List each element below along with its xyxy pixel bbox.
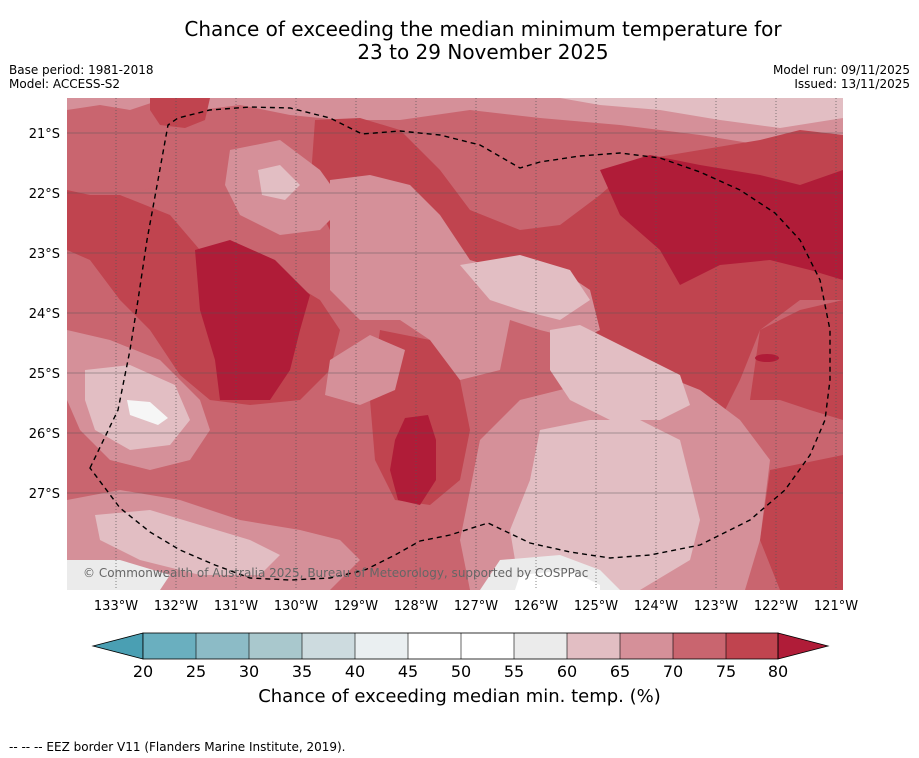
field-west-60 (127, 400, 168, 425)
colorbar-tick: 45 (398, 662, 418, 681)
colorbar-tick: 55 (504, 662, 524, 681)
colorbar-tick: 65 (610, 662, 630, 681)
colorbar-bin (726, 633, 778, 659)
lon-label: 121°W (814, 599, 858, 614)
lon-label: 122°W (754, 599, 798, 614)
lon-label: 124°W (634, 599, 678, 614)
field-top-70 (67, 98, 843, 148)
title-line-1: Chance of exceeding the median minimum t… (184, 17, 782, 41)
model-name: Model: ACCESS-S2 (9, 77, 121, 91)
colorbar-min-arrow (91, 632, 144, 660)
colorbar-bin (567, 633, 620, 659)
lat-label: 26°S (29, 427, 60, 442)
colorbar-dividers (195, 633, 727, 659)
lon-label: 126°W (514, 599, 558, 614)
field-patch-nw (150, 98, 210, 128)
colorbar-bin (302, 633, 355, 659)
lat-label: 27°S (29, 487, 60, 502)
meta-right: Model run: 09/11/2025 Issued: 13/11/2025 (773, 63, 910, 91)
lon-gridlines (115, 98, 837, 590)
field-south-65 (510, 420, 700, 590)
field-patch-70-mid (325, 335, 405, 405)
field-east-65 (550, 325, 690, 420)
eez-border (89, 106, 831, 581)
field-top-65 (560, 98, 843, 128)
field-patch-65-north (258, 165, 300, 200)
colorbar-outline (142, 632, 779, 660)
colorbar-bin (196, 633, 249, 659)
colorbar-bin (408, 633, 461, 659)
colorbar-bin (249, 633, 302, 659)
colorbar-bin (143, 633, 196, 659)
base-period: Base period: 1981-2018 (9, 63, 154, 77)
lat-label: 22°S (29, 187, 60, 202)
meta-left: Base period: 1981-2018 Model: ACCESS-S2 (9, 63, 154, 91)
colorbar-tick: 50 (451, 662, 471, 681)
lat-label: 25°S (29, 367, 60, 382)
model-run: Model run: 09/11/2025 (772, 63, 910, 77)
colorbar-tick: 25 (186, 662, 206, 681)
lat-labels: 21°S 22°S 23°S 24°S 25°S 26°S 27°S (29, 127, 60, 502)
lat-gridlines (67, 132, 843, 494)
colorbar-tick: 30 (239, 662, 259, 681)
lat-label: 24°S (29, 307, 60, 322)
lon-label: 130°W (274, 599, 318, 614)
field-max-central (390, 415, 436, 505)
lon-label: 133°W (94, 599, 138, 614)
map-field (67, 98, 843, 590)
lon-label: 131°W (214, 599, 258, 614)
map-title: Chance of exceeding the median minimum t… (0, 18, 919, 64)
eez-legend-footer: -- -- -- EEZ border V11 (Flanders Marine… (9, 740, 346, 754)
colorbar-tick: 35 (292, 662, 312, 681)
lon-label: 127°W (454, 599, 498, 614)
field-blob-east (755, 354, 779, 362)
copyright-text: © Commonwealth of Australia 2025, Bureau… (83, 566, 588, 580)
field-east-80 (750, 300, 843, 420)
colorbar-bin (355, 633, 408, 659)
colorbar-tick: 40 (345, 662, 365, 681)
issued-date: Issued: 13/11/2025 (794, 77, 910, 91)
field-nw-75 (67, 120, 160, 195)
colorbar-ticks: 20 25 30 35 40 45 50 55 60 65 70 75 80 (133, 662, 788, 681)
lon-label: 129°W (334, 599, 378, 614)
colorbar-bin (620, 633, 673, 659)
lon-label: 125°W (574, 599, 618, 614)
colorbar-tick: 60 (557, 662, 577, 681)
field-max-east (600, 155, 843, 285)
lon-labels: 133°W 132°W 131°W 130°W 129°W 128°W 127°… (94, 599, 858, 614)
field-sw-65 (95, 510, 280, 575)
colorbar-tick: 20 (133, 662, 153, 681)
field-sw-60 (67, 560, 170, 590)
lon-label: 128°W (394, 599, 438, 614)
colorbar-max-arrow (777, 632, 830, 660)
colorbar-tick: 70 (663, 662, 683, 681)
lat-label: 21°S (29, 127, 60, 142)
lon-label: 132°W (154, 599, 198, 614)
lat-label: 23°S (29, 247, 60, 262)
title-line-2: 23 to 29 November 2025 (357, 40, 609, 64)
field-se-80 (760, 455, 843, 590)
field-max-west (195, 240, 310, 400)
colorbar-tick: 75 (716, 662, 736, 681)
lon-label: 123°W (694, 599, 738, 614)
colorbar-tick: 80 (768, 662, 788, 681)
colorbar: 20 25 30 35 40 45 50 55 60 65 70 75 80 (91, 632, 830, 681)
field-center-65 (460, 255, 590, 320)
colorbar-bin (673, 633, 726, 659)
colorbar-bin (461, 633, 514, 659)
field-center-70 (330, 175, 600, 380)
colorbar-label: Chance of exceeding median min. temp. (%… (258, 686, 661, 707)
colorbar-bin (514, 633, 567, 659)
